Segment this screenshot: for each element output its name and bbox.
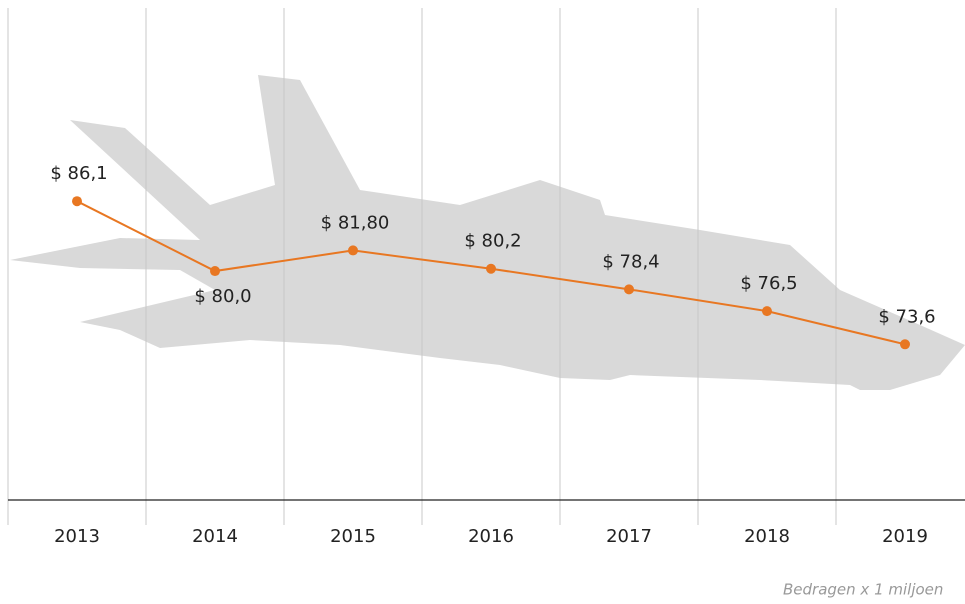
value-label: $ 73,6 [878, 306, 935, 327]
point [900, 339, 910, 350]
x-tick-label: 2014 [192, 526, 238, 547]
x-tick-label: 2019 [882, 526, 928, 547]
point [210, 266, 220, 277]
value-label: $ 81,80 [321, 212, 390, 233]
x-tick-label: 2013 [54, 526, 100, 547]
value-label: $ 80,0 [194, 286, 251, 307]
dividers [7, 8, 837, 525]
x-tick-label: 2017 [606, 526, 652, 547]
footnote: Bedragen x 1 miljoen [783, 581, 943, 599]
point [762, 306, 772, 317]
value-label: $ 78,4 [602, 251, 659, 272]
point [624, 284, 634, 295]
value-label: $ 76,5 [740, 273, 797, 294]
x-tick-label: 2016 [468, 526, 514, 547]
point [348, 245, 358, 256]
value-label: $ 80,2 [464, 231, 521, 252]
x-tick-label: 2018 [744, 526, 790, 547]
plane-silhouette [10, 75, 965, 390]
x-tick-label: 2015 [330, 526, 376, 547]
value-label: $ 86,1 [50, 163, 107, 184]
point [72, 196, 82, 207]
point [486, 263, 496, 274]
